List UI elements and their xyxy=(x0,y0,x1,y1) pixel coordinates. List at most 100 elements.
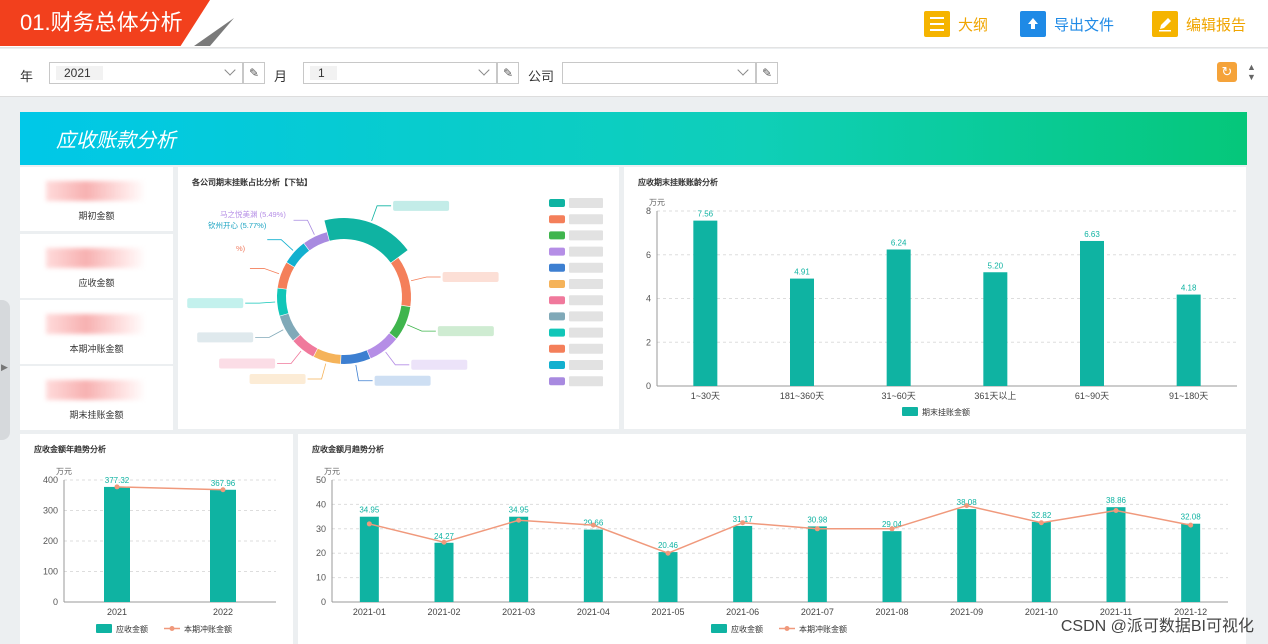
refresh-icon: ↻ xyxy=(1221,64,1233,79)
bar xyxy=(957,509,977,602)
series-point xyxy=(1188,522,1194,528)
donut-slice xyxy=(277,288,289,316)
series-point xyxy=(740,520,746,526)
month-filter-tool-button[interactable]: ✎ xyxy=(497,62,519,84)
legend-swatch xyxy=(549,344,565,353)
data-label: 34.95 xyxy=(359,506,380,515)
redacted-label xyxy=(442,271,499,282)
y-tick-label: 30 xyxy=(316,524,326,534)
slice-label: 马之悦美渊 (5.49%) xyxy=(220,209,286,219)
legend-swatch xyxy=(549,247,565,256)
x-tick-label: 91~180天 xyxy=(1169,391,1208,401)
x-tick-label: 2021 xyxy=(107,607,127,617)
year-trend-card: 应收金额年趋势分析 万元 0 100 200 300 400 377.32 2021 367.9… xyxy=(20,434,293,644)
kpi-value-blurred xyxy=(46,248,146,268)
data-label: 7.56 xyxy=(698,210,714,219)
kpi-value-blurred xyxy=(46,314,146,334)
aging-bar-chart[interactable]: 万元 0 2 4 6 8 7.56 1~30天 4.91 181~360天 6.24 31~60天 5.… xyxy=(624,167,1246,429)
data-label: 38.86 xyxy=(1106,496,1127,505)
filter-tool-icon: ✎ xyxy=(248,66,260,80)
bar xyxy=(733,525,753,602)
kpi-card-closing: 期末挂账金额 xyxy=(20,366,173,430)
bar xyxy=(807,526,827,602)
bar xyxy=(886,249,911,386)
leader-line xyxy=(249,268,280,275)
x-tick-label: 361天以上 xyxy=(974,391,1016,401)
x-tick-label: 2021-09 xyxy=(950,607,983,617)
x-tick-label: 2021-06 xyxy=(726,607,759,617)
legend-label-redacted xyxy=(569,311,603,322)
x-tick-label: 2021-08 xyxy=(875,607,908,617)
filter-tool-icon: ✎ xyxy=(502,66,514,80)
year-trend-chart[interactable]: 万元 0 100 200 300 400 377.32 2021 367.96 2022 应收金额 本… xyxy=(20,434,293,644)
data-label: 32.82 xyxy=(1031,511,1052,520)
kpi-card-receivable: 应收金额 xyxy=(20,234,173,298)
leader-line xyxy=(307,363,327,380)
year-filter-tool-button[interactable]: ✎ xyxy=(243,62,265,84)
legend-label-redacted xyxy=(569,214,603,225)
legend-swatch-point xyxy=(169,626,175,631)
redacted-label xyxy=(219,358,276,369)
bar xyxy=(790,278,814,386)
bar xyxy=(1181,523,1201,602)
x-tick-label: 2022 xyxy=(213,607,233,617)
legend-label: 本期冲账金额 xyxy=(184,624,232,634)
company-select[interactable] xyxy=(562,62,756,84)
y-axis-unit: 万元 xyxy=(649,198,665,207)
year-select[interactable]: 2021 xyxy=(49,62,243,84)
data-label: 4.91 xyxy=(794,268,810,277)
filter-bar: 年 2021 ✎ 月 1 ✎ 公司 ✎ xyxy=(0,49,1268,97)
legend-swatch xyxy=(549,328,565,337)
outline-label: 大纲 xyxy=(958,16,989,34)
legend-swatch-bar xyxy=(902,407,918,416)
bar xyxy=(658,552,678,602)
chart-title[interactable]: 各公司期末挂账占比分析【下钻】 xyxy=(192,178,312,187)
donut-slice xyxy=(367,333,397,359)
data-label: 34.95 xyxy=(509,506,530,515)
legend-label-redacted xyxy=(569,230,603,241)
series-point xyxy=(441,539,447,545)
donut-slice xyxy=(277,262,295,289)
bar xyxy=(583,529,603,602)
export-icon xyxy=(1020,11,1046,37)
refresh-button[interactable]: ↻ xyxy=(1217,62,1237,82)
data-label: 24.27 xyxy=(434,532,455,541)
outline-button[interactable]: 大纲 xyxy=(924,10,988,38)
side-drawer-handle[interactable]: ▶ xyxy=(0,300,10,440)
x-tick-label: 2021-04 xyxy=(577,607,610,617)
bar xyxy=(1106,507,1126,602)
series-point xyxy=(889,526,895,532)
bar xyxy=(882,531,902,602)
donut-slice xyxy=(340,350,371,364)
leader-line xyxy=(410,276,441,282)
data-label: 32.08 xyxy=(1181,513,1202,522)
series-point xyxy=(665,550,671,556)
y-tick-label: 200 xyxy=(43,536,58,546)
collapse-toggle[interactable]: ▲ ▼ xyxy=(1247,62,1256,82)
y-tick-label: 50 xyxy=(316,475,326,485)
month-trend-chart[interactable]: 万元 0 10 20 30 40 50 34.95 2021-01 24.27 2021-02 34.… xyxy=(298,434,1246,644)
month-select[interactable]: 1 xyxy=(303,62,497,84)
y-tick-label: 0 xyxy=(321,597,326,607)
series-point xyxy=(814,526,820,532)
bar xyxy=(1031,521,1051,602)
chevron-down-icon xyxy=(478,64,490,76)
kpi-card-writeoff: 本期冲账金额 xyxy=(20,300,173,364)
bar xyxy=(210,489,236,602)
legend-label: 本期冲账金额 xyxy=(799,624,847,634)
edit-report-button[interactable]: 编辑报告 xyxy=(1152,10,1246,38)
bar xyxy=(509,516,529,602)
donut-chart[interactable]: 马之悦美渊 (5.49%)钦州开心 (5.77%)%) xyxy=(178,167,619,429)
slice-label: %) xyxy=(236,244,246,253)
data-label: 31.17 xyxy=(733,515,754,524)
legend-label-redacted xyxy=(569,360,603,370)
y-tick-label: 100 xyxy=(43,567,58,577)
leader-line xyxy=(267,239,294,251)
slice-label: 钦州开心 (5.77%) xyxy=(208,220,267,230)
month-value: 1 xyxy=(310,66,337,80)
x-tick-label: 181~360天 xyxy=(780,391,824,401)
legend-label-redacted xyxy=(569,295,603,306)
redacted-label xyxy=(249,373,306,384)
company-filter-tool-button[interactable]: ✎ xyxy=(756,62,778,84)
export-button[interactable]: 导出文件 xyxy=(1020,10,1114,38)
